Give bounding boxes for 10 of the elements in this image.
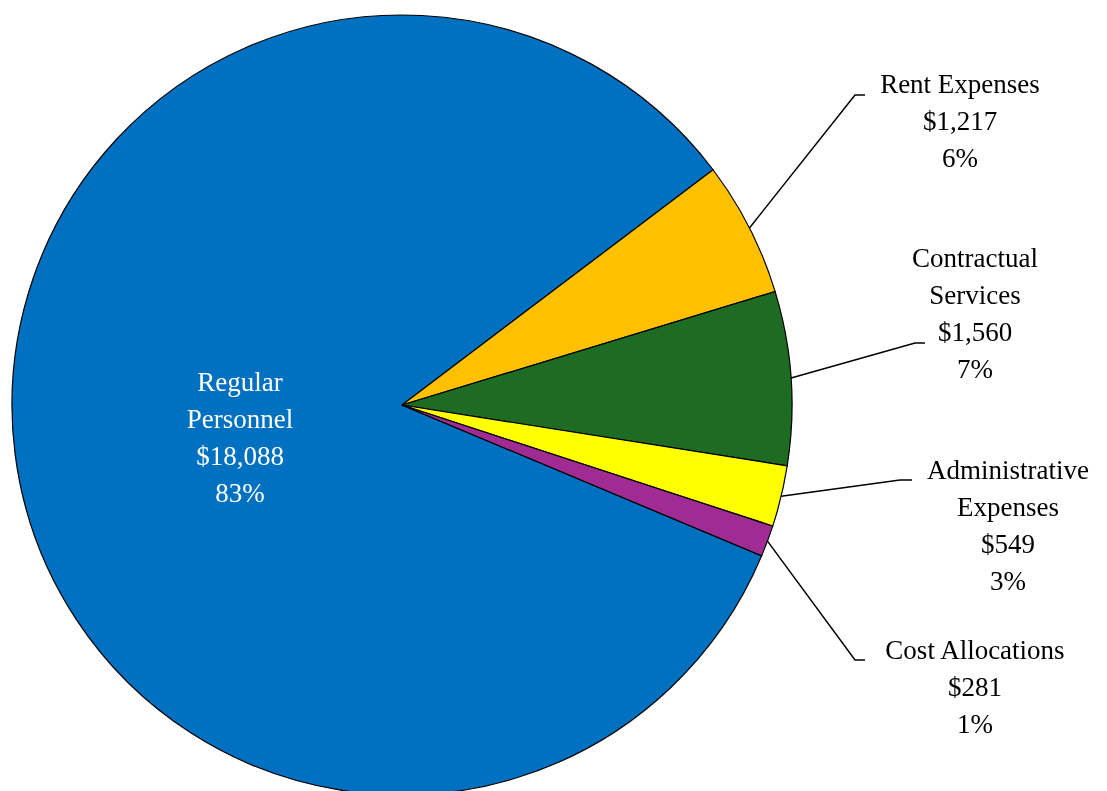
data-label: $549 3%: [981, 529, 1035, 596]
slice-label: Contractual Services: [912, 243, 1038, 310]
data-label: $281 1%: [948, 672, 1002, 739]
data-label: $18,088 83%: [196, 441, 284, 508]
data-label: $1,217 6%: [922, 106, 998, 173]
slice-label: Regular Personnel: [186, 367, 294, 434]
slice-label: Administrative Expenses: [927, 455, 1089, 522]
slice-label: Rent Expenses: [880, 69, 1040, 99]
data-label: $1,560 7%: [937, 317, 1013, 384]
slice-label: Cost Allocations: [885, 635, 1065, 665]
